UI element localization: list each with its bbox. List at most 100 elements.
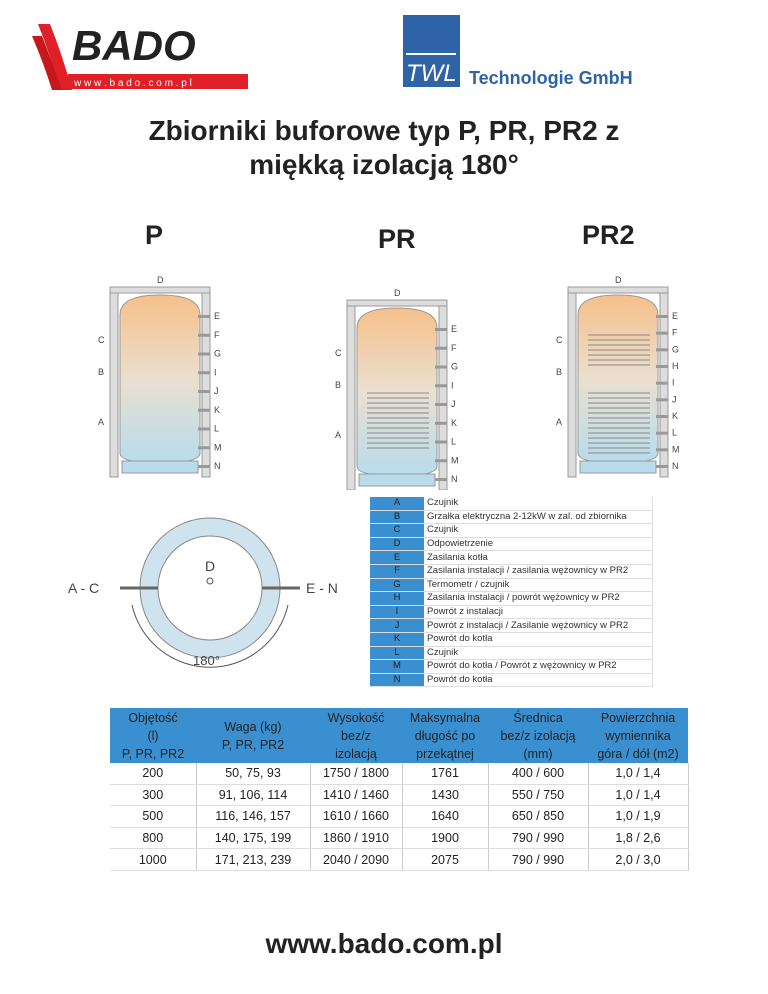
- legend-row: D Odpowietrzenie: [370, 537, 653, 552]
- legend-row: G Termometr / czujnik: [370, 578, 653, 593]
- legend-desc: Czujnik: [424, 523, 653, 538]
- connection-label: J: [672, 394, 677, 404]
- connection-label: K: [214, 405, 220, 415]
- legend-row: B Grzałka elektryczna 2-12kW w zal. od zb…: [370, 510, 653, 525]
- connection-label: C: [335, 348, 342, 358]
- specs-cell: 1410 / 1460: [310, 784, 403, 807]
- legend-row: K Powrót do kotła: [370, 632, 653, 647]
- specs-row: 500 116, 146, 157 1610 / 1660 1640 650 / 850…: [110, 805, 689, 828]
- legend-desc: Powrót z instalacji: [424, 605, 653, 620]
- connection-label: F: [451, 343, 457, 353]
- plan-view-diagram: A - C E - N D 180°: [68, 517, 338, 668]
- legend-row: N Powrót do kotła: [370, 673, 653, 688]
- specs-cell: 200: [110, 763, 197, 785]
- legend-key: K: [370, 632, 424, 647]
- specs-header: Waga (kg) P, PR, PR2: [196, 708, 310, 763]
- specs-cell: 2,0 / 3,0: [588, 848, 689, 871]
- connection-label: M: [451, 455, 459, 465]
- specs-cell: 650 / 850: [488, 805, 589, 828]
- connection-label: E: [214, 311, 220, 321]
- legend-key: J: [370, 618, 424, 633]
- plan-label-angle: 180°: [193, 653, 220, 668]
- legend-key: E: [370, 550, 424, 565]
- legend-desc: Powrót do kotła: [424, 632, 653, 647]
- specs-cell: 1,0 / 1,4: [588, 784, 689, 807]
- twl-logo-text: TWL: [406, 60, 457, 87]
- legend-desc: Czujnik: [424, 497, 653, 511]
- specs-cell: 2040 / 2090: [310, 848, 403, 871]
- legend-desc: Zasilania instalacji / zasilania wężowni…: [424, 564, 653, 579]
- specs-header: Objętość (l) P, PR, PR2: [110, 708, 196, 763]
- specs-header: Średnica bez/z izolacją (mm): [488, 708, 588, 763]
- model-label-pr2: PR2: [582, 220, 635, 250]
- specs-cell: 1,0 / 1,4: [588, 763, 689, 785]
- connection-label: D: [157, 275, 164, 285]
- connection-label: L: [214, 424, 219, 434]
- specs-cell: 2075: [402, 848, 489, 871]
- twl-company: Technologie GmbH: [469, 68, 633, 88]
- specs-cell: 1430: [402, 784, 489, 807]
- legend-desc: Odpowietrzenie: [424, 537, 653, 552]
- connection-label: L: [451, 437, 456, 447]
- model-label-pr: PR: [378, 224, 416, 254]
- connection-label: J: [214, 386, 219, 396]
- specs-cell: 500: [110, 805, 197, 828]
- legend-key: L: [370, 646, 424, 661]
- specs-cell: 800: [110, 827, 197, 850]
- connection-label: C: [98, 335, 105, 345]
- connection-label: I: [672, 378, 675, 388]
- specs-cell: 550 / 750: [488, 784, 589, 807]
- connection-label: K: [451, 418, 457, 428]
- specs-cell: 400 / 600: [488, 763, 589, 785]
- specs-header: Powierzchnia wymiennika góra / dół (m2): [588, 708, 688, 763]
- legend-key: M: [370, 659, 424, 674]
- connection-label: A: [98, 417, 104, 427]
- specs-cell: 1,8 / 2,6: [588, 827, 689, 850]
- legend-row: M Powrót do kotła / Powrót z wężownicy w …: [370, 659, 653, 674]
- connection-label: N: [214, 461, 221, 471]
- legend-desc: Termometr / czujnik: [424, 578, 653, 593]
- specs-cell: 790 / 990: [488, 848, 589, 871]
- legend-key: F: [370, 564, 424, 579]
- legend-key: I: [370, 605, 424, 620]
- legend-row: J Powrót z instalacji / Zasilanie wężowni…: [370, 618, 653, 633]
- connection-label: H: [672, 361, 679, 371]
- specs-cell: 1860 / 1910: [310, 827, 403, 850]
- specs-row: 200 50, 75, 93 1750 / 1800 1761 400 / 600 1,0…: [110, 763, 689, 785]
- legend-row: E Zasilania kotła: [370, 550, 653, 565]
- legend-row: L Czujnik: [370, 646, 653, 661]
- legend-row: I Powrót z instalacji: [370, 605, 653, 620]
- connection-label: G: [672, 344, 679, 354]
- specs-table: Objętość (l) P, PR, PR2 Waga (kg) P, PR, PR2…: [110, 708, 689, 871]
- connection-label: C: [556, 335, 563, 345]
- plan-label-center: D: [205, 558, 215, 574]
- connection-label: E: [451, 324, 457, 334]
- specs-cell: 1900: [402, 827, 489, 850]
- legend-key: N: [370, 673, 424, 688]
- connection-label: F: [214, 330, 220, 340]
- legend-desc: Grzałka elektryczna 2-12kW w zal. od zbi…: [424, 510, 653, 525]
- connection-label: D: [394, 288, 401, 298]
- bado-logo-url: w w w . b a d o . c o m . p l: [73, 78, 192, 89]
- specs-cell: 171, 213, 239: [196, 848, 311, 871]
- bado-logo: BADO w w w . b a d o . c o m . p l: [30, 14, 250, 90]
- connection-label: D: [615, 275, 622, 285]
- legend-key: G: [370, 578, 424, 593]
- legend-desc: Zasilania instalacji / powrót wężownicy …: [424, 591, 653, 606]
- plan-label-left: A - C: [68, 580, 99, 596]
- connection-label: F: [672, 328, 678, 338]
- specs-cell: 116, 146, 157: [196, 805, 311, 828]
- page-title: Zbiorniki buforowe typ P, PR, PR2 z mięk…: [0, 114, 768, 182]
- connection-label: N: [451, 474, 458, 484]
- connection-label: G: [214, 349, 221, 359]
- specs-cell: 300: [110, 784, 197, 807]
- footer-url: www.bado.com.pl: [265, 928, 503, 959]
- specs-cell: 1000: [110, 848, 197, 871]
- specs-cell: 1750 / 1800: [310, 763, 403, 785]
- legend-key: B: [370, 510, 424, 525]
